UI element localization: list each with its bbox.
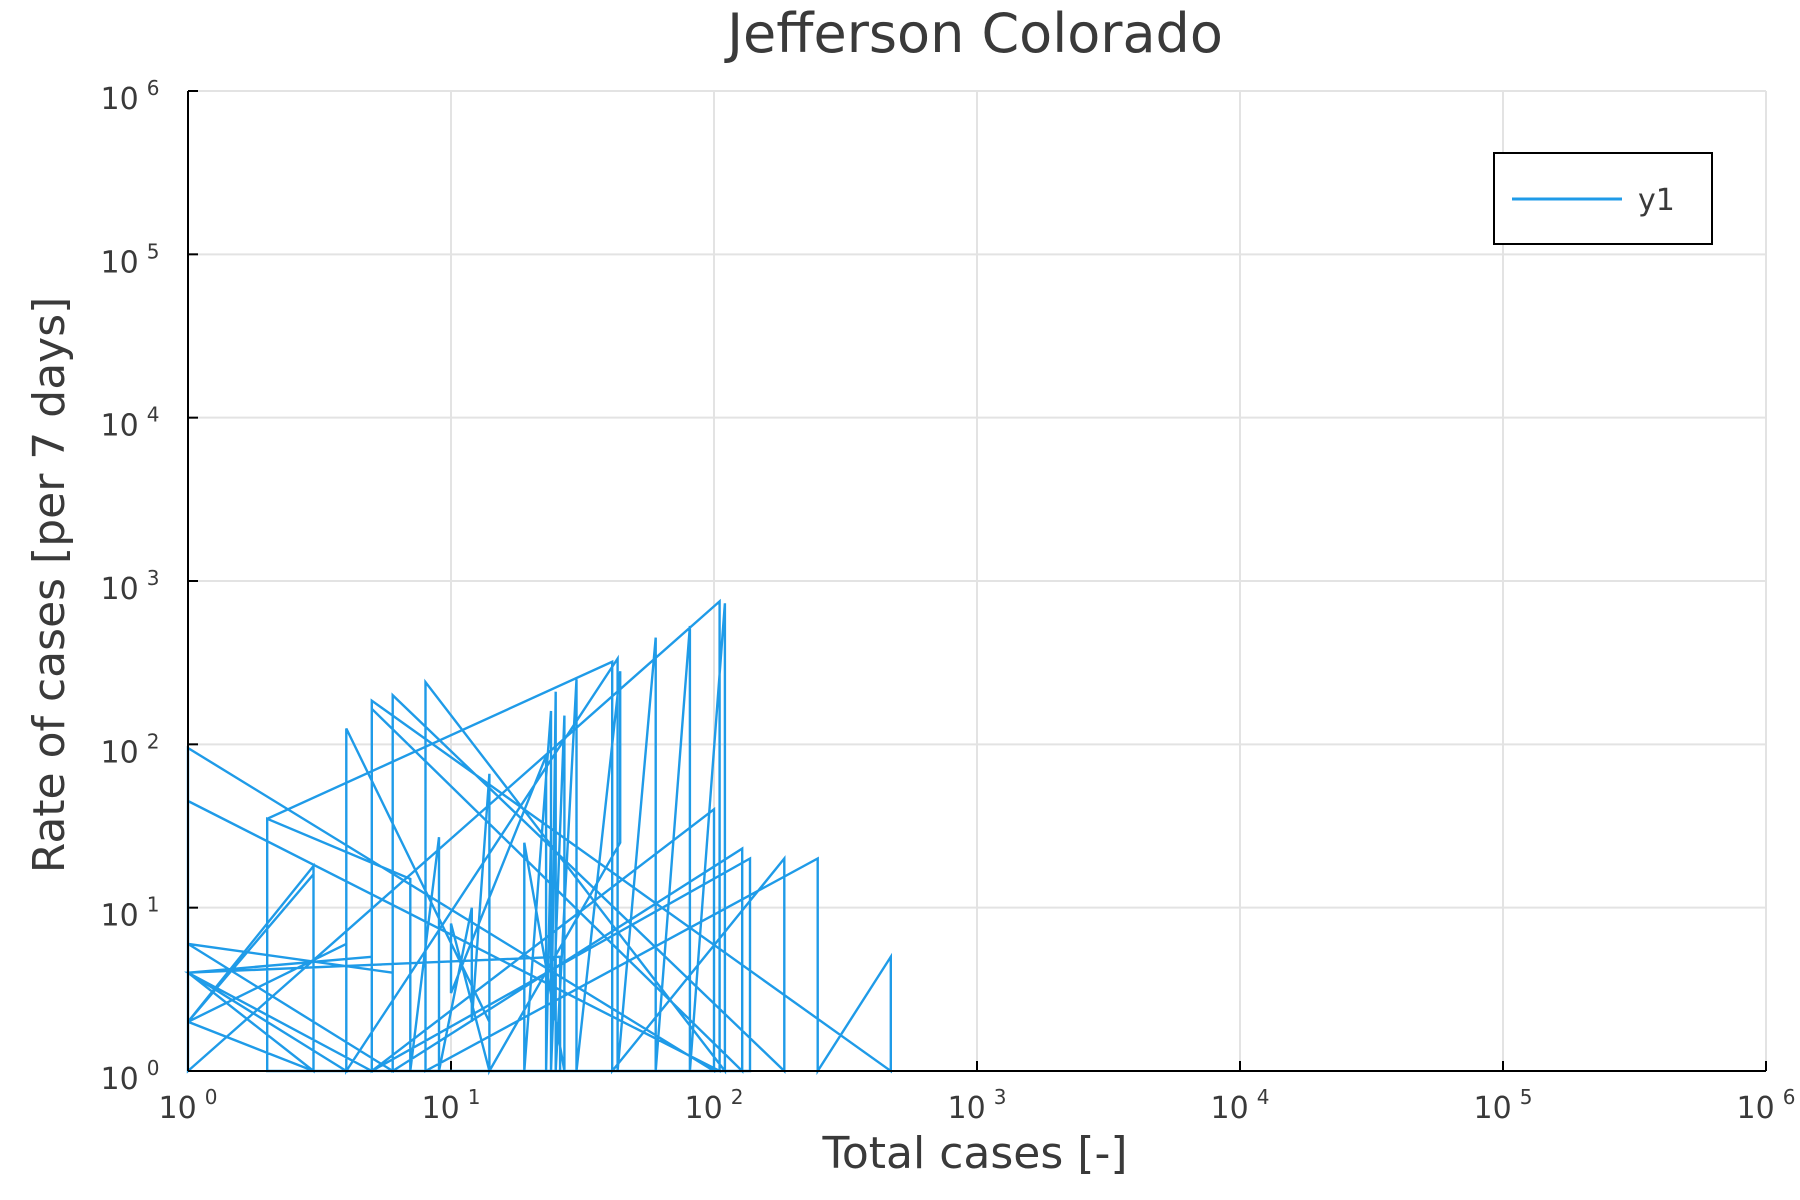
legend-label-y1: y1 xyxy=(1638,183,1675,218)
y-tick-label-3: 10 3 xyxy=(101,566,160,607)
y-tick-label-5: 10 5 xyxy=(101,239,160,280)
x-tick-label-1: 10 1 xyxy=(422,1085,481,1126)
y-tick-label-0: 10 0 xyxy=(101,1056,160,1097)
x-tick-label-5: 10 5 xyxy=(1474,1085,1533,1126)
y-tick-label-6: 10 6 xyxy=(101,76,160,117)
y-tick-label-4: 10 4 xyxy=(101,403,160,444)
y-tick-label-2: 10 2 xyxy=(101,729,160,770)
chart-title: Jefferson Colorado xyxy=(724,2,1223,65)
legend: y1 xyxy=(1493,152,1713,245)
y-axis-label: Rate of cases [per 7 days] xyxy=(24,297,75,874)
axes xyxy=(187,91,1766,1072)
x-axis-label: Total cases [-] xyxy=(821,1128,1127,1179)
x-tick-label-6: 10 6 xyxy=(1737,1085,1796,1126)
ticks: 10 0 10 1 10 2 10 3 10 4 10 5 10 6 10 0 10 1 10 2 10 3 10 4 10 5 1… xyxy=(101,76,1796,1126)
series xyxy=(184,598,892,1076)
x-tick-label-0: 10 0 xyxy=(159,1085,218,1126)
y-tick-label-1: 10 1 xyxy=(101,893,160,934)
series-line-y1 xyxy=(184,598,892,1076)
x-tick-label-2: 10 2 xyxy=(685,1085,744,1126)
x-tick-label-4: 10 4 xyxy=(1211,1085,1270,1126)
x-tick-label-3: 10 3 xyxy=(948,1085,1007,1126)
